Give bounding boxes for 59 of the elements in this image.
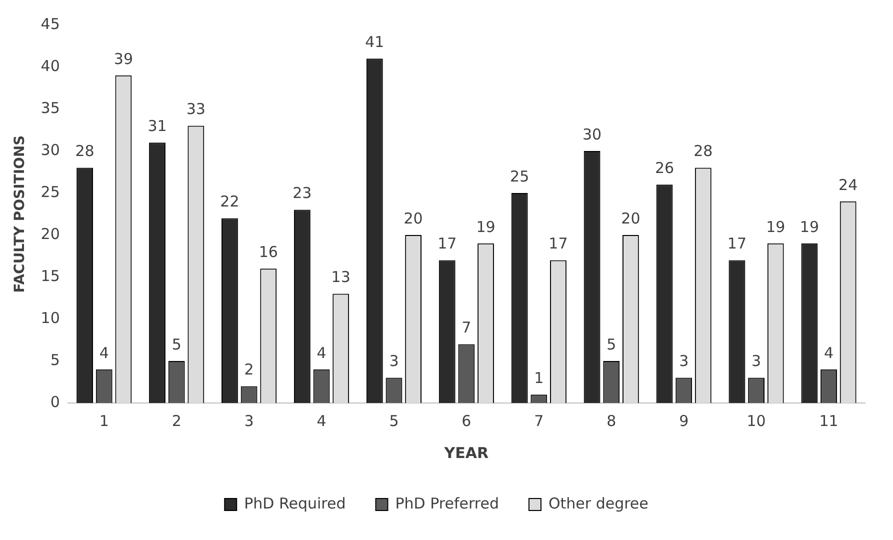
x-tick-label: 4 [316,412,326,430]
y-tick-label: 20 [40,224,60,243]
x-tick-label: 10 [746,412,766,430]
y-tick-label: 30 [40,140,60,159]
data-label: 41 [365,32,384,51]
data-label: 20 [404,209,423,228]
legend-label: PhD Required [244,494,346,512]
data-label: 17 [727,234,747,253]
data-label: 23 [292,184,312,202]
legend-label: Other degree [548,494,648,512]
y-tick-label: 40 [40,56,60,75]
data-label: 4 [824,344,834,362]
data-label: 26 [654,158,674,177]
x-tick-label: 6 [462,412,472,430]
data-label: 28 [694,142,713,160]
y-tick-label: 5 [50,350,60,369]
y-tick-label: 25 [40,182,60,201]
data-label: 33 [186,100,206,118]
data-label: 30 [582,125,602,144]
data-label: 19 [476,218,496,236]
x-tick-label: 2 [172,412,182,430]
data-label: 24 [838,176,858,194]
y-tick-label: 35 [40,98,60,117]
y-tick-label: 10 [40,308,60,327]
data-label: 13 [331,268,350,286]
y-axis-title: FACULTY POSITIONS [12,135,28,293]
x-tick-label: 7 [534,412,544,430]
data-label: 25 [510,167,530,186]
y-tick-label: 15 [40,266,60,285]
data-label: 5 [172,335,182,354]
data-label: 20 [621,209,640,228]
data-label: 17 [438,234,457,253]
data-label: 3 [389,352,399,370]
data-label: 7 [462,318,472,337]
data-label: 16 [258,242,278,261]
x-tick-label: 9 [679,412,689,430]
data-label: 5 [606,335,616,354]
x-tick-label: 8 [606,412,616,430]
data-label: 17 [548,234,568,253]
y-tick-label: 0 [50,392,60,411]
data-label: 28 [75,142,94,160]
data-label: 4 [316,344,326,362]
legend-label: PhD Preferred [395,494,499,512]
y-tick-label: 45 [40,14,60,33]
data-label: 3 [679,352,689,370]
data-label: 2 [244,360,254,379]
data-label: 39 [114,50,133,68]
data-label: 22 [220,192,240,211]
data-label: 19 [766,218,786,236]
x-tick-label: 5 [389,412,399,430]
data-label: 19 [800,218,819,236]
data-label: 1 [534,368,544,387]
x-tick-label: 3 [244,412,254,430]
data-label: 3 [752,352,762,370]
data-label: 4 [99,344,109,362]
x-tick-label: 1 [99,412,109,430]
x-axis-title: YEAR [443,444,490,462]
x-tick-label: 11 [819,412,838,430]
data-label: 31 [148,116,167,135]
